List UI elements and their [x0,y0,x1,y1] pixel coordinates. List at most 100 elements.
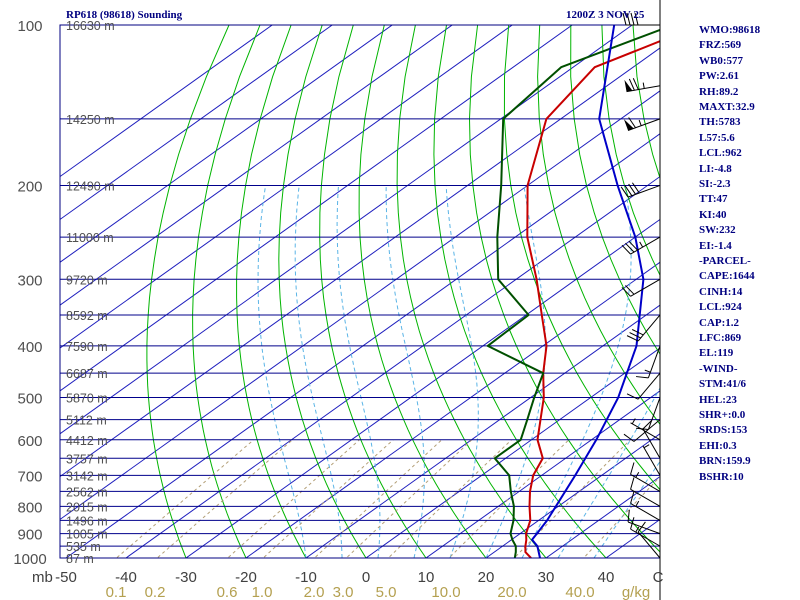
isotherm-line [305,304,660,558]
axis-unit-label: mb [32,569,53,586]
wind-barb-half-feather [644,369,651,373]
wind-barb [626,314,661,342]
isotherm-line [60,25,273,178]
wind-barb-half-feather [631,418,636,425]
mixing-ratio-tick-label: g/kg [622,584,650,600]
isotherm-line [485,433,660,558]
height-label: 7590 m [66,340,108,354]
height-label: 11000 m [66,231,114,245]
index-line: FRZ:569 [699,39,742,52]
wind-barb-staff [630,236,661,255]
isotherm-line [245,261,660,558]
wind-barb-half-feather [635,471,640,478]
wind-barb-feather [625,242,635,253]
index-line: EHI:0.3 [699,439,737,452]
index-line: -WIND- [699,362,738,375]
index-line: LI:-4.8 [699,162,732,175]
diagram-grid [60,25,660,558]
wind-barb-staff [647,397,661,430]
wind-barb-feather [626,12,631,26]
index-line: TT:47 [699,193,728,206]
index-line: WMO:98618 [699,24,761,36]
wind-barb [642,419,661,459]
sounding-traces [486,25,660,558]
wind-barb-feather [630,12,635,26]
mixing-ratio-line [387,439,512,558]
isotherm-line [60,90,660,521]
pressure-tick-label: 200 [17,178,42,195]
dry-adiabat-line [278,25,367,558]
wind-barb [620,182,661,198]
wind-barb-staff [642,445,661,476]
index-line: MAXT:32.9 [699,101,755,113]
height-label: 16630 m [66,19,115,33]
wind-barb-feather [630,477,635,490]
isotherm-line [60,25,393,263]
wind-barb-staff [637,372,661,400]
wind-barbs [620,12,661,559]
mixing-ratio-tick-label: 0.2 [145,584,166,600]
index-line: -PARCEL- [699,255,751,267]
index-line: WB0:577 [699,54,743,67]
height-label: 535 m [66,540,101,554]
dewpoint-trace [486,28,660,558]
height-label: 14250 m [66,113,115,127]
pressure-tick-label: 600 [17,433,42,450]
wind-barb-staff [627,521,661,535]
height-label: 5870 m [66,392,108,406]
index-line: SI:-2.3 [699,178,731,190]
index-line: SRDS:153 [699,424,748,437]
sounding-time-title: 1200Z 3 NOV 25 [566,9,645,21]
wind-barb-feather [636,427,649,430]
wind-barb-pennant [624,79,633,92]
wind-barb-half-feather [642,82,645,89]
wind-barb-staff [633,419,661,442]
wind-barb-staff [630,422,661,441]
wind-barb [627,509,661,535]
index-line: HEL:23 [699,393,737,406]
plot-frame [59,0,661,600]
temperature-tick-label: -20 [235,569,257,586]
height-label: 4412 m [66,434,108,448]
wind-barb-staff [627,184,661,198]
wind-barb [636,345,661,379]
wind-barb [630,462,661,492]
height-label: 1496 m [66,514,108,528]
mixing-ratio-tick-label: 3.0 [333,584,354,600]
wind-barb-staff [630,473,661,492]
temperature-tick-label: 40 [598,569,615,586]
height-label: 6687 m [66,367,108,381]
isotherm-line [185,218,660,558]
dry-adiabat-line [396,25,547,558]
height-label: 1005 m [66,528,108,542]
wind-barb-half-feather [635,500,640,507]
mixing-ratio-line [262,439,394,558]
mixing-ratio-line [313,439,443,558]
wind-barb-feather [630,491,635,504]
wind-barb-staff [630,278,661,297]
index-line: BSHR:10 [699,470,744,483]
wind-barb [623,117,661,131]
height-label: 2015 m [66,500,108,514]
height-label: 87 m [66,552,94,566]
dry-adiabat-line [358,25,487,558]
index-line: EI:-1.4 [699,239,732,252]
pressure-tick-label: 100 [17,18,42,35]
wind-barb-feather [620,186,629,198]
dry-adiabat-line [601,25,660,277]
wind-barb [630,491,661,521]
dry-adiabat-line [433,25,607,558]
index-line: PW:2.61 [699,70,740,83]
wind-barb [623,419,661,442]
wind-barb [626,372,661,400]
wind-barb-feather [626,335,639,342]
mixing-ratio-tick-label: 0.6 [217,584,238,600]
wind-barb-staff [630,502,661,521]
index-line: LFC:869 [699,332,742,344]
pressure-height-labels: 100 200 300 400 500 600 700 800 900 1000 16630 m 14… [13,18,114,568]
wind-barb-half-feather [643,444,650,449]
isotherm-line [65,133,660,558]
mixing-ratio-tick-label: 5.0 [376,584,397,600]
mixing-ratio-line [156,439,293,558]
